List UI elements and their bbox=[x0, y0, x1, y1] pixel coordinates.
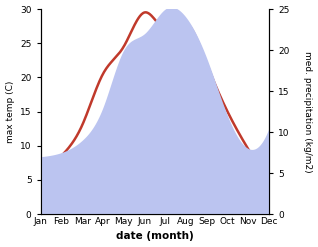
X-axis label: date (month): date (month) bbox=[116, 231, 194, 242]
Y-axis label: med. precipitation (kg/m2): med. precipitation (kg/m2) bbox=[303, 51, 313, 172]
Y-axis label: max temp (C): max temp (C) bbox=[5, 80, 15, 143]
